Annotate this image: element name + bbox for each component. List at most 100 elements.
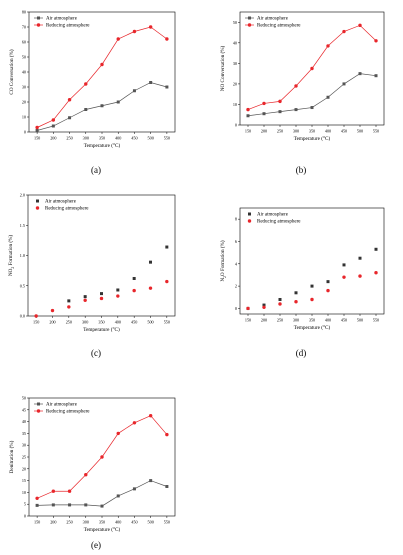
- data-point-square: [116, 494, 120, 498]
- data-point-circle: [116, 294, 120, 298]
- data-point-square: [132, 487, 136, 491]
- data-point-circle: [35, 125, 39, 130]
- x-tick-label: 550: [164, 136, 170, 141]
- x-tick-label: 200: [50, 136, 56, 141]
- data-point-square: [84, 108, 88, 111]
- data-point-circle: [148, 25, 153, 29]
- data-point-circle: [132, 288, 136, 293]
- y-tick-label: 20: [22, 100, 26, 105]
- x-tick-label: 300: [83, 136, 89, 141]
- data-point-square: [342, 82, 346, 86]
- x-axis-title: Temperature (°C): [84, 142, 121, 149]
- x-tick-label: 500: [148, 520, 154, 525]
- panel-label: (b): [296, 165, 307, 175]
- x-tick-label: 400: [115, 136, 121, 141]
- data-point-circle: [294, 84, 298, 88]
- y-tick-label: 50: [22, 55, 26, 60]
- data-point-circle: [262, 101, 266, 106]
- data-point-circle: [310, 297, 314, 302]
- x-tick-label: 200: [261, 129, 267, 134]
- legend-marker-circle: [247, 219, 252, 223]
- data-point-circle: [67, 98, 72, 102]
- x-axis-title: Temperature (°C): [84, 526, 121, 533]
- data-point-circle: [84, 82, 88, 86]
- data-point-square: [342, 263, 346, 267]
- x-tick-label: 450: [341, 318, 347, 323]
- y-tick-label: 80: [22, 10, 26, 15]
- x-tick-label: 500: [357, 318, 363, 323]
- y-tick-label: 4: [235, 261, 238, 266]
- panel-label: (a): [91, 165, 101, 175]
- y-tick-label: 10: [233, 102, 237, 107]
- x-tick-label: 250: [66, 136, 72, 141]
- x-tick-label: 450: [131, 320, 137, 325]
- legend-label: Air atmosphere: [257, 213, 289, 218]
- data-point-square: [374, 74, 378, 78]
- y-tick-label: 60: [22, 40, 26, 45]
- data-point-circle: [358, 23, 362, 28]
- data-point-circle: [50, 308, 55, 313]
- data-point-circle: [100, 62, 104, 67]
- x-tick-label: 550: [164, 520, 170, 525]
- y-tick-label: 1.5: [20, 223, 25, 228]
- y-tick-label: 0: [24, 130, 26, 135]
- legend-marker-square: [36, 199, 39, 203]
- data-point-square: [358, 256, 362, 260]
- y-tick-label: 15: [22, 478, 26, 483]
- legend-label: Air atmosphere: [45, 200, 77, 205]
- y-axis-title: N2O Formation (%): [219, 240, 227, 282]
- y-tick-label: 2.0: [20, 193, 25, 198]
- data-point-circle: [116, 37, 120, 41]
- data-point-square: [294, 291, 298, 295]
- data-point-square: [149, 81, 153, 84]
- data-point-square: [262, 112, 266, 116]
- chart-panel: 150 200 250 300 350 400 450 500 550 0 2 4 6 8 Temperat…: [219, 207, 385, 358]
- chart-panel: 150 200 250 300 350 400 450 500 550 0 5 10 15 20 25 30 3…: [8, 396, 176, 550]
- legend-label: Reducing atmosphere: [46, 410, 90, 415]
- y-tick-label: 10: [22, 115, 26, 120]
- data-point-square: [35, 503, 39, 507]
- chart-panel: 150 200 250 300 350 400 450 500 550 0 10 20 30 40 50 Te…: [219, 11, 385, 175]
- y-tick-label: 1.0: [20, 253, 25, 258]
- data-point-square: [358, 72, 362, 76]
- data-point-square: [149, 479, 153, 483]
- x-tick-label: 550: [373, 318, 379, 323]
- legend-label: Air atmosphere: [46, 17, 78, 22]
- y-tick-label: 5: [24, 502, 26, 507]
- y-tick-label: 35: [22, 431, 26, 436]
- data-point-circle: [246, 107, 250, 112]
- y-tick-label: 0.5: [20, 283, 25, 288]
- data-point-square: [165, 245, 169, 249]
- y-tick-label: 0: [235, 123, 237, 128]
- y-axis-title: CO Conversation (%): [8, 49, 15, 95]
- data-point-circle: [358, 274, 362, 278]
- y-tick-label: 30: [22, 85, 26, 90]
- x-tick-label: 500: [148, 136, 154, 141]
- data-point-circle: [67, 305, 71, 309]
- x-tick-label: 200: [49, 320, 55, 325]
- x-axis-title: Temperature (°C): [83, 326, 120, 333]
- y-axis-title: NO Conversation (%): [219, 45, 226, 91]
- y-tick-label: 40: [233, 40, 237, 45]
- legend-label: Air atmosphere: [257, 17, 289, 22]
- data-point-square: [100, 292, 103, 296]
- legend-label: Reducing atmosphere: [257, 220, 301, 225]
- data-point-circle: [246, 306, 250, 311]
- data-point-square: [100, 504, 104, 508]
- legend-label: Reducing atmosphere: [45, 207, 89, 212]
- data-point-square: [132, 89, 136, 93]
- chart-panel: 150 200 250 300 350 400 450 500 550 0.0 0.5 1.0 1.5 2…: [7, 193, 176, 358]
- x-tick-label: 550: [164, 320, 170, 325]
- y-tick-label: 50: [22, 396, 26, 401]
- y-tick-label: 70: [22, 25, 26, 30]
- data-point-square: [132, 276, 136, 280]
- series-line: [247, 73, 377, 117]
- x-tick-label: 150: [245, 318, 251, 323]
- data-point-square: [165, 85, 169, 89]
- y-tick-label: 30: [22, 443, 26, 448]
- x-tick-label: 150: [33, 320, 39, 325]
- y-axis-title: NO2 Formation (%): [7, 235, 15, 277]
- x-tick-label: 400: [325, 318, 331, 323]
- data-point-circle: [165, 279, 169, 284]
- x-tick-label: 150: [34, 136, 40, 141]
